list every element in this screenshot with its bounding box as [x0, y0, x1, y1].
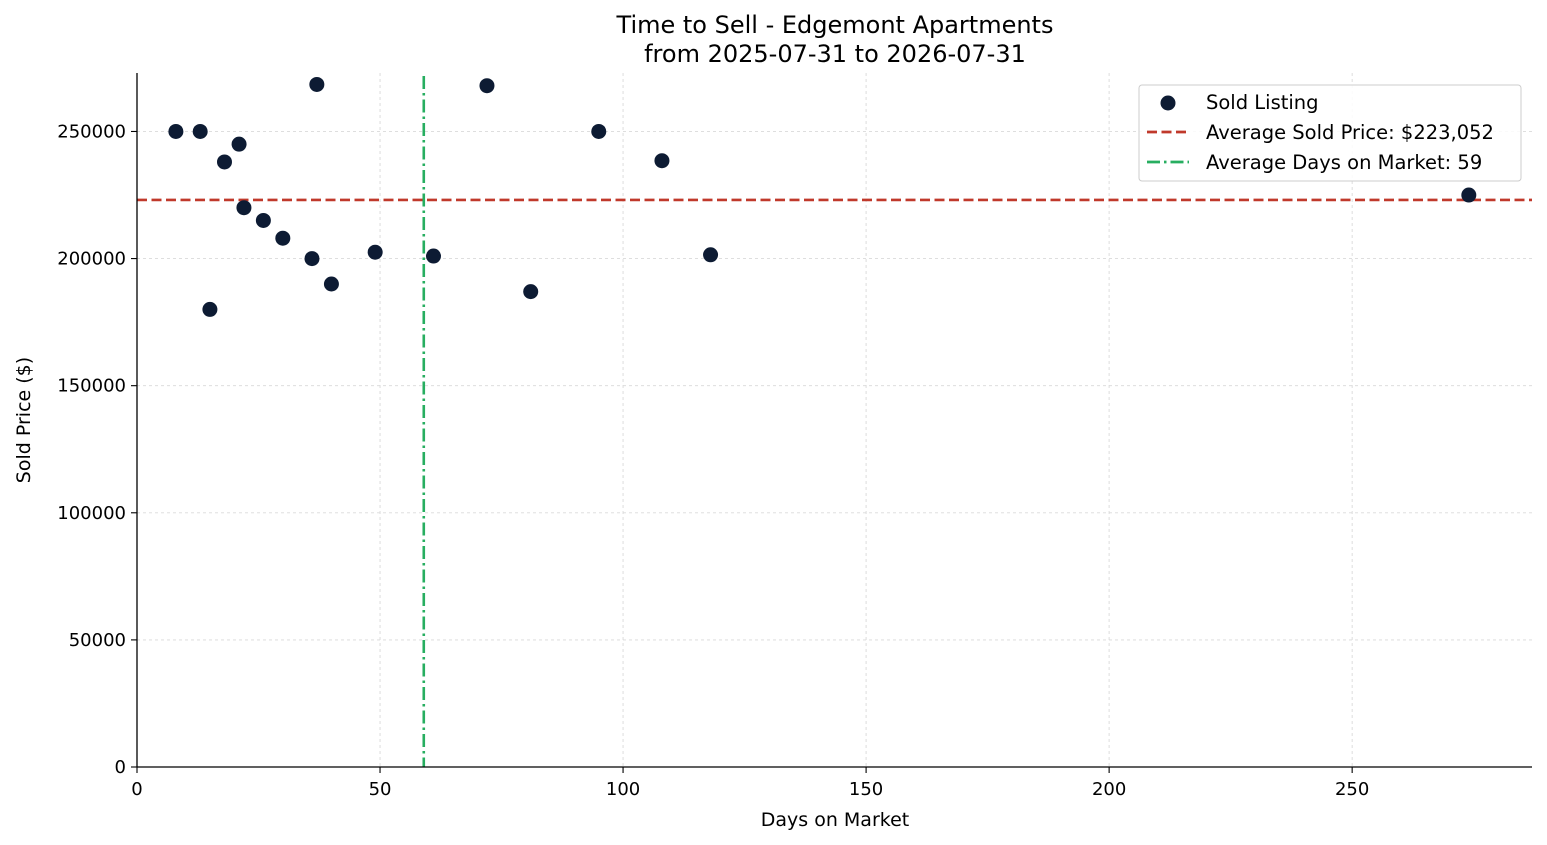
- sold-listing-point: [654, 153, 670, 169]
- sold-listing-point: [1461, 187, 1477, 203]
- sold-listing-point: [703, 247, 719, 263]
- sold-listing-point: [309, 76, 325, 92]
- y-tick-label: 200000: [57, 249, 126, 270]
- tick-labels: 0 50 100 150 200 250 0 50000 100000 150000 200000 2…: [57, 121, 1369, 800]
- data-points: [168, 76, 1477, 317]
- x-axis-title: Days on Market: [761, 809, 909, 831]
- y-tick-label: 150000: [57, 376, 126, 397]
- sold-listing-point: [202, 301, 218, 317]
- legend-label-average-days: Average Days on Market: 59: [1206, 151, 1482, 174]
- legend-label-sold-listing: Sold Listing: [1206, 91, 1319, 114]
- x-tick-label: 200: [1092, 779, 1126, 800]
- legend-label-average-price: Average Sold Price: $223,052: [1206, 121, 1494, 144]
- legend-marker-sold-listing: [1160, 95, 1176, 111]
- x-tick-label: 100: [606, 779, 640, 800]
- sold-listing-point: [591, 123, 607, 139]
- chart-subtitle: from 2025-07-31 to 2026-07-31: [644, 40, 1026, 68]
- x-tick-label: 0: [131, 779, 142, 800]
- y-tick-label: 50000: [69, 630, 126, 651]
- x-tick-label: 250: [1335, 779, 1369, 800]
- y-tick-label: 0: [115, 757, 126, 778]
- y-tick-label: 250000: [57, 121, 126, 142]
- sold-listing-point: [479, 78, 495, 94]
- sold-listing-point: [367, 244, 383, 260]
- sold-listing-point: [523, 284, 539, 300]
- chart-title: Time to Sell - Edgemont Apartments: [616, 11, 1054, 39]
- sold-listing-point: [425, 248, 441, 264]
- x-tick-label: 150: [849, 779, 883, 800]
- sold-listing-point: [304, 251, 320, 267]
- x-tick-label: 50: [369, 779, 392, 800]
- sold-listing-point: [231, 136, 247, 152]
- y-axis-title: Sold Price ($): [13, 357, 35, 483]
- legend-frame: [1138, 84, 1522, 182]
- sold-listing-point: [255, 212, 271, 228]
- sold-listing-point: [275, 230, 291, 246]
- sold-listing-point: [192, 123, 208, 139]
- legend: Sold Listing Average Sold Price: $223,05…: [1138, 84, 1522, 182]
- axes: [131, 73, 1532, 773]
- sold-listing-point: [216, 154, 232, 170]
- sold-listing-point: [323, 276, 339, 292]
- reference-lines: [137, 76, 1532, 767]
- y-tick-label: 100000: [57, 503, 126, 524]
- sold-listing-point: [236, 200, 252, 216]
- sold-listing-point: [168, 123, 184, 139]
